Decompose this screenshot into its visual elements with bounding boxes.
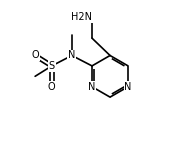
Text: N: N — [68, 51, 76, 61]
Text: H2N: H2N — [71, 12, 92, 22]
Text: O: O — [31, 51, 39, 61]
Text: O: O — [48, 82, 56, 92]
Text: N: N — [68, 51, 76, 61]
Text: N: N — [88, 82, 96, 92]
Text: N: N — [124, 82, 132, 92]
Text: S: S — [49, 61, 55, 71]
